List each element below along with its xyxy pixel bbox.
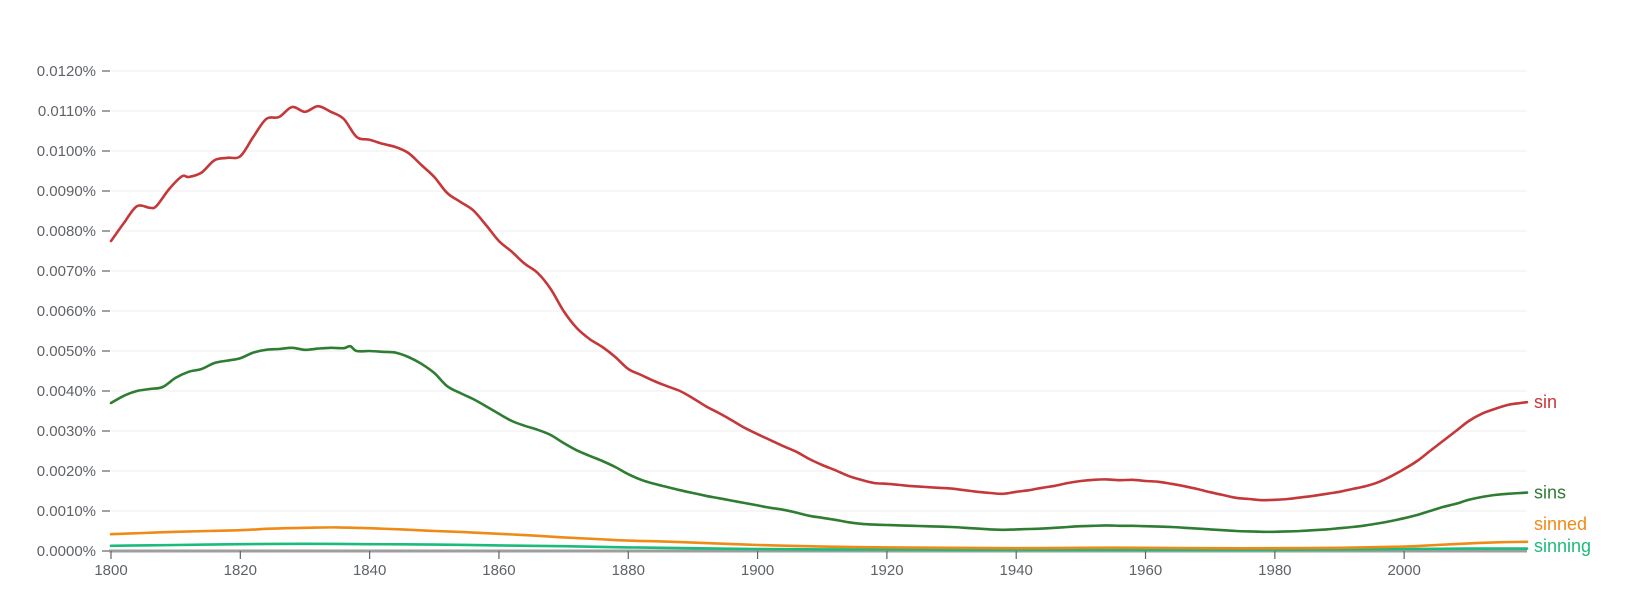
- grid-lines: [111, 70, 1527, 512]
- y-tick-label: 0.0120%: [37, 63, 96, 80]
- y-tick-label: 0.0010%: [37, 503, 96, 520]
- x-tick-label: 1840: [353, 562, 386, 579]
- x-tick-label: 2000: [1387, 562, 1420, 579]
- y-tick-label: 0.0040%: [37, 383, 96, 400]
- x-tick-label: 1940: [1000, 562, 1033, 579]
- series-line-sins: [109, 344, 1529, 534]
- x-tick-label: 1960: [1129, 562, 1162, 579]
- y-tick-label: 0.0080%: [37, 223, 96, 240]
- series-line-sin: [109, 104, 1529, 502]
- series-line-sinned: [109, 526, 1529, 550]
- series-label-sin: sin: [1534, 392, 1557, 412]
- y-tick-label: 0.0060%: [37, 303, 96, 320]
- y-tick-label: 0.0070%: [37, 263, 96, 280]
- x-tick-label: 1860: [482, 562, 515, 579]
- series-label-sinned: sinned: [1534, 514, 1587, 534]
- x-tick-label: 1980: [1258, 562, 1291, 579]
- series-lines: [109, 104, 1529, 552]
- y-tick-label: 0.0090%: [37, 183, 96, 200]
- y-tick-label: 0.0110%: [38, 103, 96, 120]
- y-tick-label: 0.0000%: [37, 543, 96, 560]
- x-tick-label: 1880: [612, 562, 645, 579]
- y-tick-label: 0.0100%: [37, 143, 96, 160]
- series-label-sinning: sinning: [1534, 536, 1591, 556]
- series-label-sins: sins: [1534, 483, 1566, 503]
- series-line-sinning: [109, 542, 1529, 552]
- x-axis: 1800 1820 1840 1860 1880 1900 1920 1940 1960 1980…: [94, 549, 1527, 579]
- x-tick-label: 1900: [741, 562, 774, 579]
- x-tick-label: 1800: [94, 562, 127, 579]
- y-axis: 0.0000% 0.0010% 0.0020% 0.0030% 0.0040% 0.005…: [37, 63, 110, 560]
- y-tick-label: 0.0030%: [37, 423, 96, 440]
- x-tick-label: 1820: [224, 562, 257, 579]
- y-tick-label: 0.0050%: [37, 343, 96, 360]
- x-tick-label: 1920: [870, 562, 903, 579]
- y-tick-label: 0.0020%: [37, 463, 96, 480]
